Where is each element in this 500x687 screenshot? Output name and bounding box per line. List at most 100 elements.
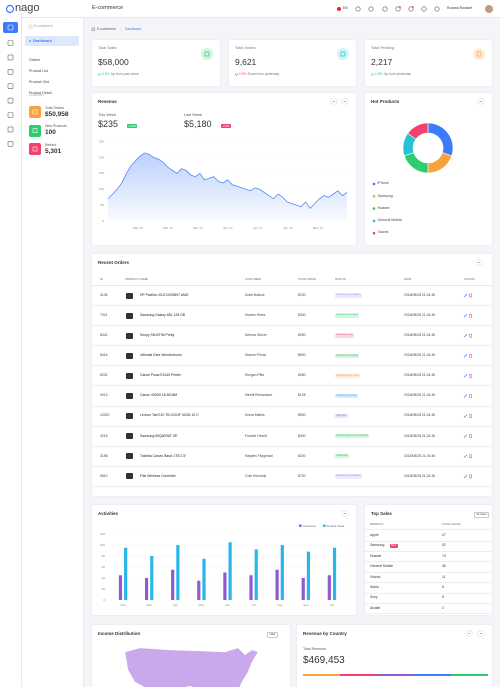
sidebar-item[interactable]: Product List	[29, 69, 48, 73]
card-title: Activities	[98, 511, 119, 516]
date: 2018/08/28 21:24:36	[404, 373, 436, 378]
product-thumb	[126, 413, 133, 420]
sidebar-item[interactable]: Orders	[29, 58, 40, 62]
sales: 27	[442, 532, 446, 537]
column-header: TOTAL SALES	[442, 521, 461, 526]
sidebar	[22, 18, 84, 687]
revenue-card	[92, 93, 356, 245]
stat-card[interactable]	[92, 40, 220, 86]
status: Awaiting cancellation	[335, 474, 363, 479]
product-thumb	[126, 332, 133, 339]
customer: Frankie Hewitt	[245, 433, 267, 438]
orders-card	[92, 254, 492, 496]
price: $230	[298, 292, 306, 297]
date: 2018/08/28 21:24:36	[404, 333, 436, 337]
stat-card[interactable]	[365, 40, 492, 86]
sidebar-item[interactable]: Product Grid	[29, 80, 50, 84]
column-header: CUSTOMER	[245, 276, 261, 281]
sidebar-item[interactable]: Product Detail	[29, 91, 52, 95]
card-title: Total Orders	[235, 46, 256, 50]
stat-card[interactable]	[229, 40, 356, 86]
customer: Morgan Pitts	[245, 373, 265, 378]
user-name[interactable]: Roxana Roussel	[447, 6, 472, 11]
column-header: DATE	[404, 276, 412, 281]
status: Shipped	[335, 413, 348, 419]
stat-icon	[29, 124, 41, 137]
filter[interactable]: USA	[267, 631, 278, 638]
status: Payment accepted	[335, 353, 360, 358]
card-title: Revenue by Country	[303, 631, 347, 636]
filter[interactable]: All Sales	[474, 511, 490, 518]
product-name: Toshiba Canvio Basic 1TB 2.5"	[140, 453, 187, 458]
date: 2018/08/28 21:24:36	[404, 413, 436, 418]
product-name: Ultimate Ears Wonderboom	[140, 353, 182, 358]
card-value: 2,217	[371, 57, 393, 67]
product: Alcatel	[370, 605, 381, 610]
date: 2018/08/28 21:24:36	[404, 292, 436, 297]
stat-label: Refund	[45, 142, 57, 147]
status: Remote payment accepted	[335, 433, 369, 439]
column-header: TOTAL PRICE	[298, 276, 316, 281]
revenue-country-card	[297, 625, 492, 687]
customer: Merrill Richardson	[245, 393, 273, 398]
column-header: ACTION	[464, 276, 475, 281]
card-note: Down from yesterday	[248, 72, 280, 76]
status: Awaiting payment	[335, 393, 359, 399]
stat-value: 5,301	[45, 147, 62, 155]
status: Payment accepted	[335, 313, 360, 318]
lang[interactable]: EN	[343, 6, 348, 11]
order-id: 3158	[100, 453, 108, 458]
active-item-bg	[25, 36, 79, 46]
price: $500	[298, 413, 306, 418]
customer: Dolie Bullock	[245, 292, 265, 297]
order-id: 3145	[100, 292, 108, 297]
product-name: Canon 4000D 18-55 MM	[140, 393, 178, 398]
product-thumb	[126, 433, 133, 440]
order-id: 4218	[100, 433, 108, 438]
company-label: COMPANY	[29, 93, 45, 97]
icon-rail	[0, 0, 22, 687]
product-thumb	[126, 312, 133, 319]
order-id: 7321	[100, 312, 108, 317]
customer: Hayden Fitzgerald	[245, 453, 273, 458]
card-value: 9,621	[235, 57, 257, 67]
breadcrumb-separator: ›	[121, 27, 122, 31]
legend-label: Samsung	[377, 193, 393, 198]
customer: Kreza Mallns	[245, 413, 265, 418]
sales: 5	[442, 595, 444, 600]
price: $250	[298, 333, 306, 337]
product-name: Lenovo Tab E10 TB-X104F 32GB 10.1"	[140, 413, 200, 418]
column-header: PRODUCT NAME	[125, 276, 148, 281]
product-name: Canon Powa E3140 Printer	[140, 373, 182, 378]
stat-value: $50,958	[45, 110, 69, 118]
product-thumb	[126, 453, 133, 460]
legend-label: Huawei	[377, 205, 390, 210]
sales: 74	[442, 553, 446, 558]
breadcrumb-item[interactable]: E-commerce	[97, 27, 116, 31]
date: 2018/08/28 21:24:36	[404, 433, 436, 438]
revenue-label: Total Revenue	[303, 647, 326, 651]
order-id: 3013	[100, 393, 108, 398]
card-note: Up from yesterday	[384, 72, 411, 76]
sidebar-item[interactable]: Dashboard	[33, 38, 52, 43]
date: 2018/08/28 21:24:36	[404, 393, 436, 398]
top-bar	[22, 0, 500, 18]
product-thumb	[126, 393, 133, 399]
product: Apple	[370, 532, 379, 537]
legend-label: Product Views	[326, 523, 345, 528]
product-name: Samsung Galaxy A51 128 GB	[140, 312, 186, 317]
revenue-value: $469,453	[303, 655, 345, 666]
sales: 52	[442, 543, 446, 548]
week-badge: -2.8%	[221, 123, 231, 128]
customer: Cole Holcomb	[245, 473, 267, 478]
product: Samsung	[370, 543, 385, 548]
customer: Homes Hines	[245, 312, 266, 317]
stat-icon	[29, 106, 41, 118]
product-thumb	[126, 473, 133, 480]
table-head-line	[92, 285, 492, 286]
product-name: HP Pavilion 15-EC0005NT AMD	[140, 292, 189, 297]
card-title: Recent Orders	[98, 260, 130, 265]
sales: 11	[442, 574, 446, 579]
stat-label: Total Orders	[45, 105, 65, 110]
